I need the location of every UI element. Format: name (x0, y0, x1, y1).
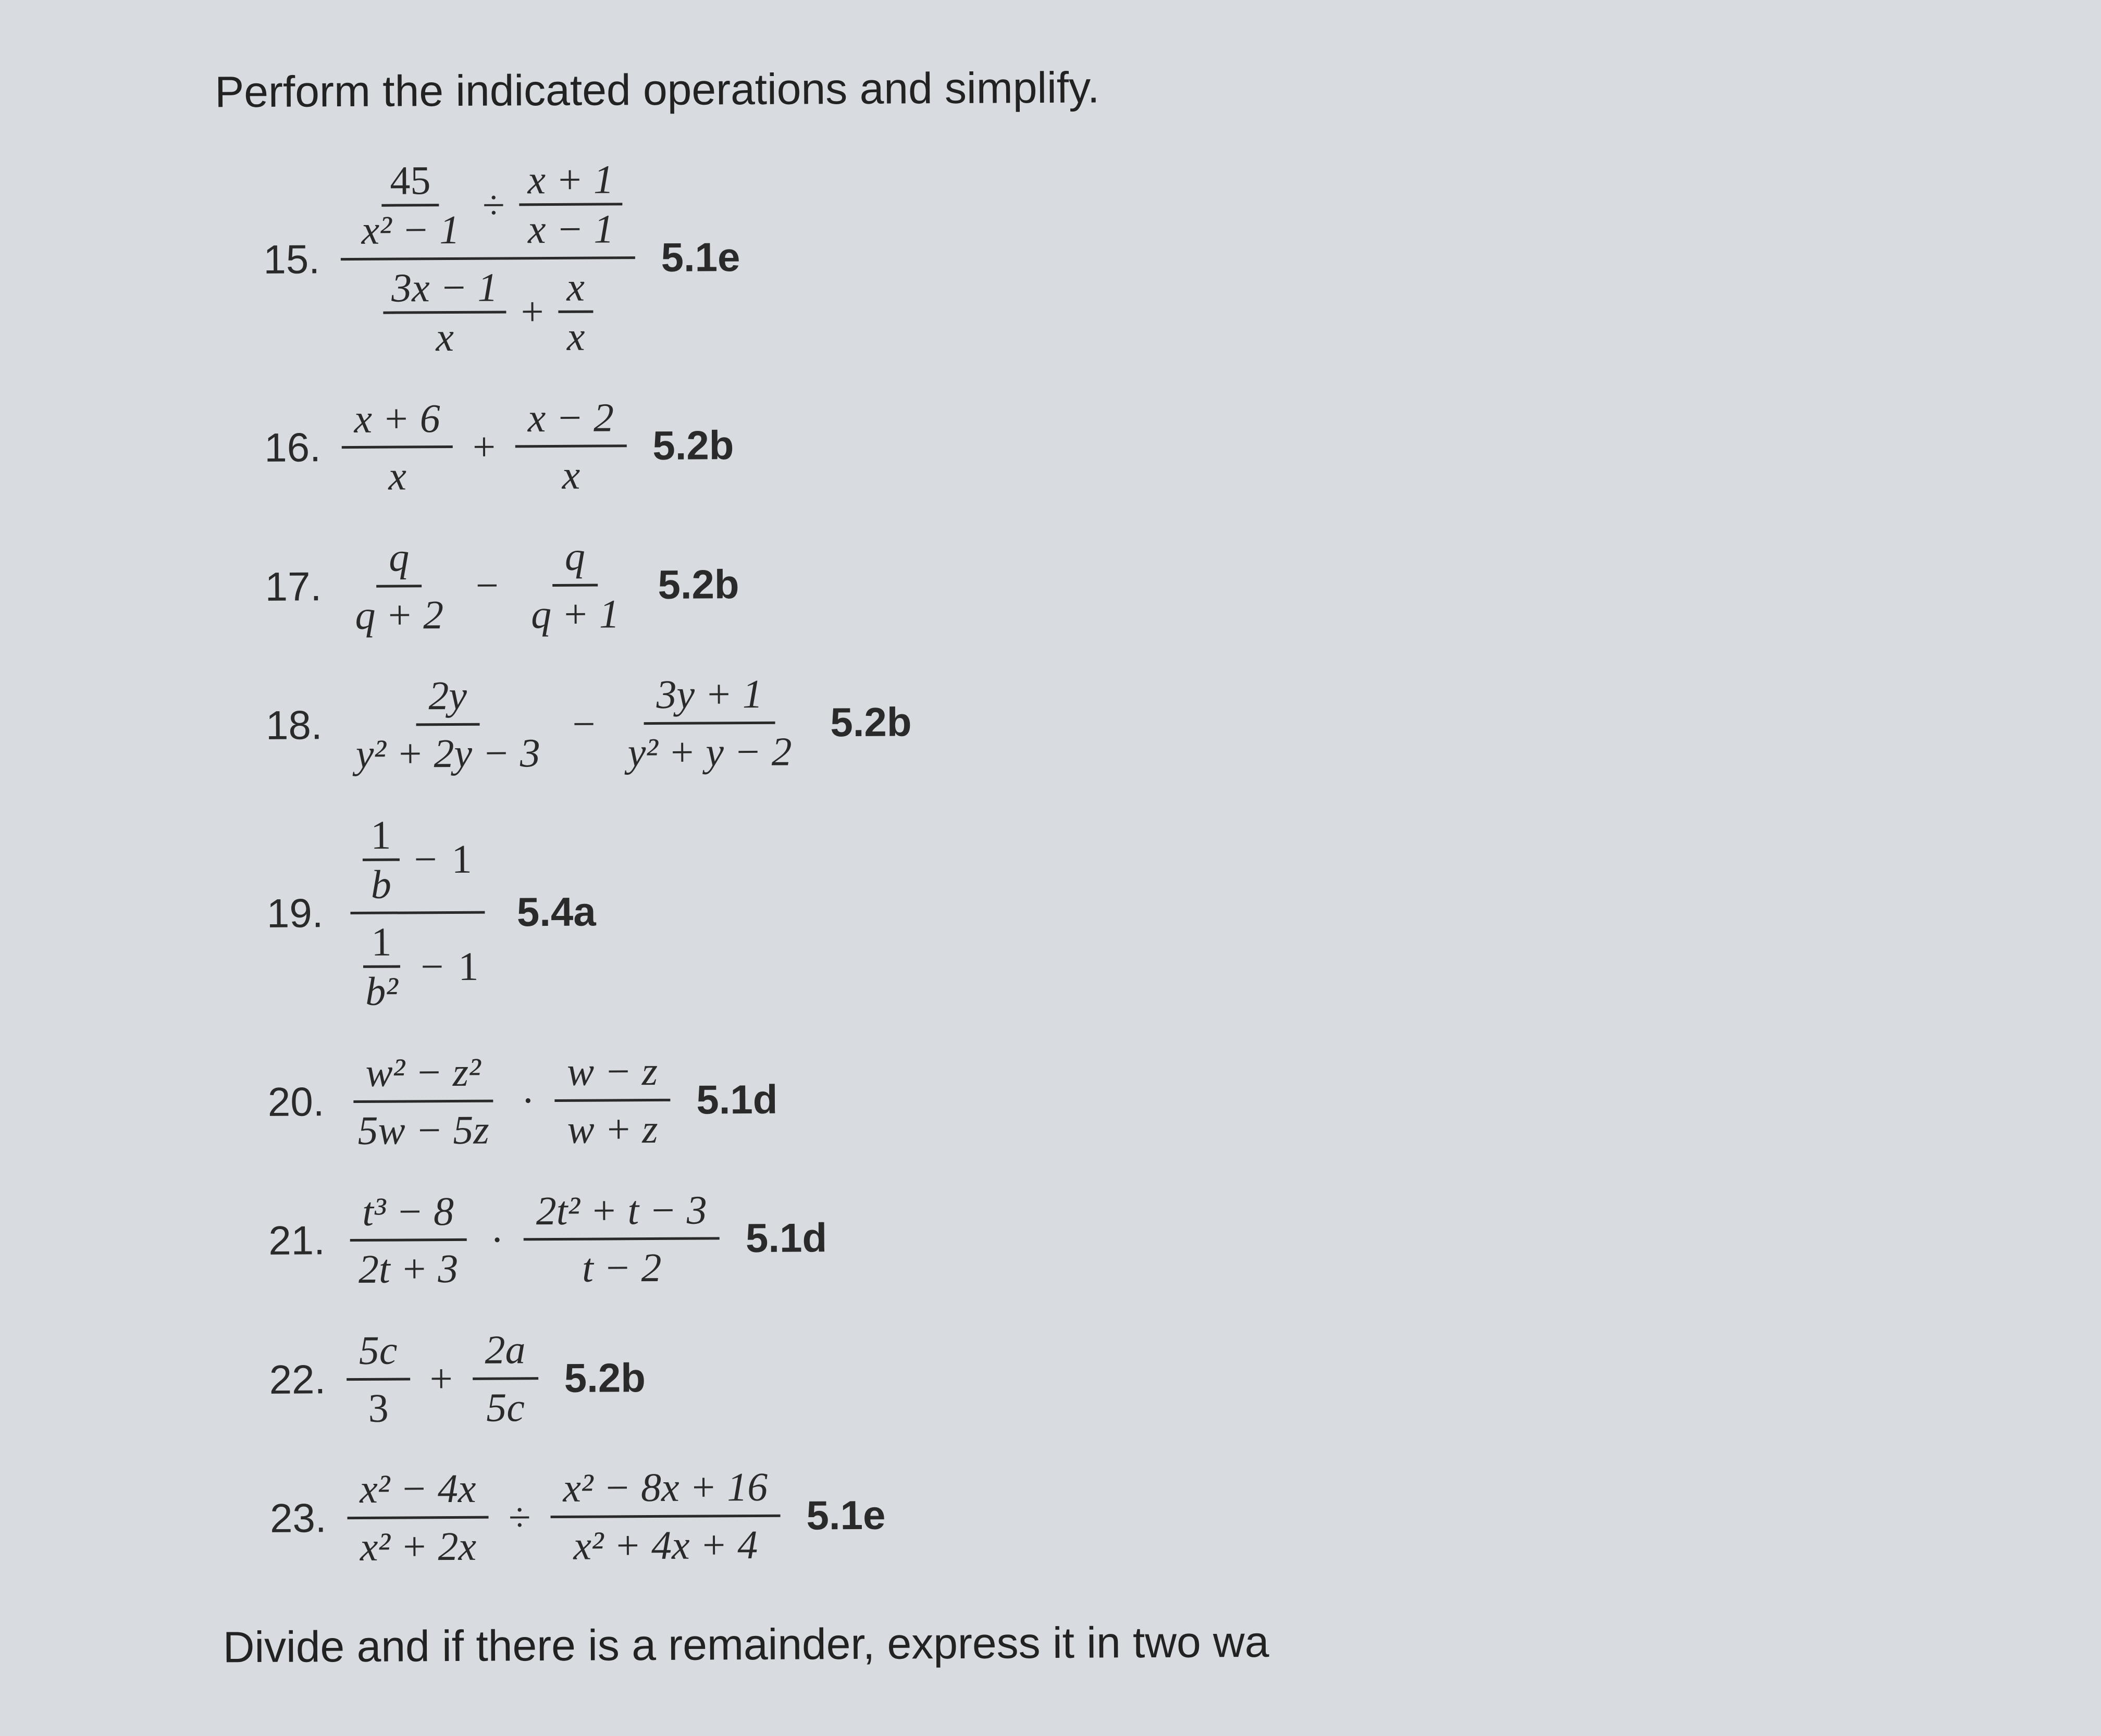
problem-22: 22. 5c3 + 2a5c 5.2b (221, 1315, 1989, 1436)
problem-number: 18. (218, 701, 343, 749)
problem-16: 16. x + 6x + x − 2x 5.2b (216, 382, 1984, 504)
section-ref: 5.1e (661, 233, 740, 281)
section-ref: 5.2b (564, 1354, 646, 1402)
problem-expression: qq + 2 − qq + 1 (342, 528, 632, 642)
problem-number: 23. (222, 1494, 347, 1542)
problem-17: 17. qq + 2 − qq + 1 5.2b (217, 522, 1985, 643)
section-ref: 5.4a (517, 888, 596, 936)
section-ref: 5.1e (806, 1492, 885, 1540)
problem-number: 20. (220, 1078, 345, 1126)
problem-21: 21. t³ − 82t + 3 · 2t² + t − 3t − 2 5.1d (220, 1175, 1988, 1297)
problem-expression: 45x² − 1 ÷ x + 1x − 1 3x − 1x + xx (340, 152, 636, 365)
problem-number: 17. (217, 563, 342, 611)
problem-expression: x + 6x + x − 2x (341, 390, 627, 504)
problem-number: 21. (221, 1217, 346, 1264)
section-ref: 5.1d (696, 1076, 778, 1124)
section-ref: 5.2b (652, 421, 734, 469)
big-fraction: 45x² − 1 ÷ x + 1x − 1 3x − 1x + xx (340, 152, 636, 365)
problem-expression: 1b − 1 1b² − 1 (343, 807, 491, 1019)
problem-expression: 2yy² + 2y − 3 − 3y + 1y² + y − 2 (343, 666, 805, 782)
worksheet-page: Perform the indicated operations and sim… (0, 0, 2101, 1736)
problem-18: 18. 2yy² + 2y − 3 − 3y + 1y² + y − 2 5.2… (218, 660, 1986, 782)
problem-19: 19. 1b − 1 1b² − 1 5 (218, 799, 1987, 1020)
problem-number: 22. (221, 1356, 347, 1404)
problem-expression: w² − z²5w − 5z · w − zw + z (345, 1044, 671, 1158)
problem-number: 19. (219, 890, 344, 938)
section-ref: 5.2b (658, 561, 739, 609)
problem-number: 15. (216, 235, 341, 283)
instruction-text: Perform the indicated operations and sim… (215, 58, 1982, 118)
big-fraction: 1b − 1 1b² − 1 (343, 807, 491, 1019)
problem-expression: t³ − 82t + 3 · 2t² + t − 3t − 2 (345, 1182, 720, 1297)
problem-20: 20. w² − z²5w − 5z · w − zw + z 5.1d (220, 1037, 1988, 1159)
section-ref: 5.1d (746, 1214, 827, 1262)
problem-15: 15. 45x² − 1 ÷ x + 1x − 1 3x − 1x + xx (215, 145, 1984, 366)
problem-23: 23. x² − 4xx² + 2x ÷ x² − 8x + 16x² + 4x… (222, 1453, 1990, 1575)
problem-expression: x² − 4xx² + 2x ÷ x² − 8x + 16x² + 4x + 4 (347, 1459, 781, 1574)
section-ref: 5.2b (830, 698, 912, 746)
footer-instruction: Divide and if there is a remainder, expr… (223, 1613, 1991, 1672)
problem-number: 16. (217, 424, 342, 472)
problem-expression: 5c3 + 2a5c (347, 1322, 539, 1435)
